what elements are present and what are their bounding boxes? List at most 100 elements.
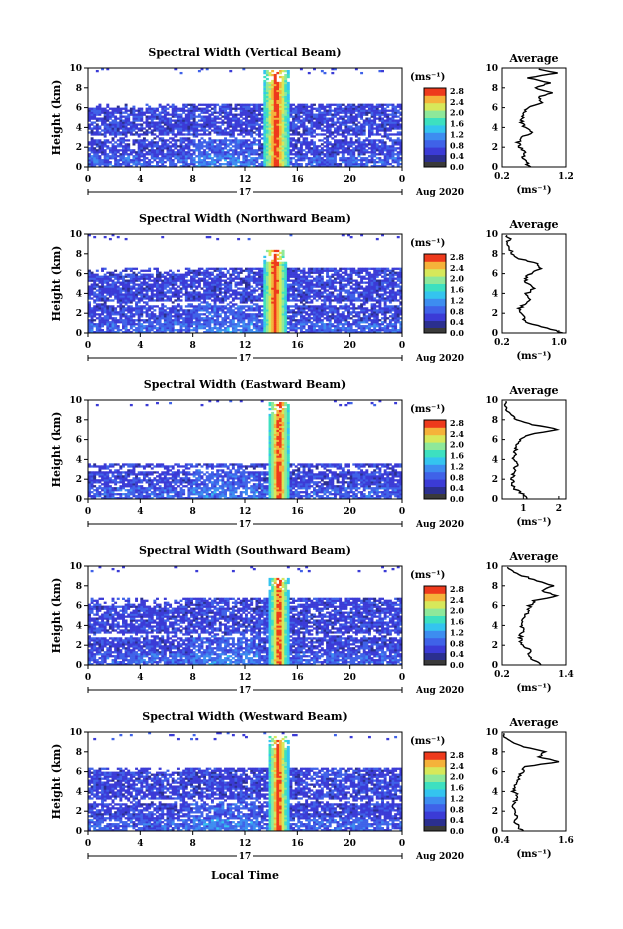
heatmap-cell	[367, 119, 371, 122]
heatmap-cell	[208, 137, 212, 140]
heatmap-cell	[328, 141, 332, 144]
heatmap-cell	[396, 137, 400, 140]
heatmap-cell	[103, 315, 107, 318]
heatmap-cell	[273, 85, 277, 89]
heatmap-cell	[247, 149, 251, 152]
heatmap-cell	[299, 133, 303, 136]
heatmap-cell	[247, 299, 251, 302]
heatmap-cell	[242, 321, 246, 324]
heatmap-cell	[190, 269, 193, 272]
heatmap-cell	[231, 277, 235, 280]
heatmap-cell	[142, 283, 146, 286]
heatmap-cell	[148, 285, 152, 288]
heatmap-cell	[255, 161, 259, 164]
heatmap-cell	[140, 285, 144, 288]
heatmap-cell	[171, 151, 175, 154]
heatmap-cell	[203, 269, 207, 272]
heatmap-cell	[145, 311, 149, 314]
heatmap-cell	[192, 165, 196, 168]
heatmap-cell	[111, 325, 115, 328]
heatmap-cell	[166, 285, 170, 288]
heatmap-cell	[98, 285, 102, 288]
heatmap-cell	[302, 123, 306, 126]
heatmap-cell	[313, 161, 316, 164]
heatmap-cell	[242, 145, 246, 148]
heatmap-cell	[106, 315, 110, 318]
heatmap-cell	[221, 147, 225, 150]
heatmap-cell	[245, 267, 248, 270]
heatmap-cell	[184, 145, 188, 148]
heatmap-cell	[284, 157, 288, 160]
heatmap-cell	[197, 147, 201, 150]
heatmap-cell	[375, 145, 379, 148]
heatmap-cell	[239, 331, 243, 334]
heatmap-cell	[111, 151, 115, 154]
heatmap-cell	[367, 141, 371, 144]
heatmap-cell	[122, 163, 125, 166]
heatmap-cell	[391, 139, 395, 142]
heatmap-cell	[218, 281, 222, 284]
heatmap-cell	[142, 305, 146, 308]
heatmap-cell	[135, 119, 139, 122]
heatmap-cell	[124, 293, 128, 296]
heatmap-cell	[326, 137, 330, 140]
heatmap-cell	[184, 133, 188, 136]
heatmap-cell	[116, 293, 120, 296]
heatmap-cell	[242, 141, 246, 144]
heatmap-cell	[252, 281, 256, 284]
heatmap-cell	[250, 297, 254, 300]
heatmap-cell	[184, 105, 188, 108]
heatmap-cell	[344, 161, 348, 164]
heatmap-cell	[190, 149, 193, 152]
heatmap-cell	[163, 271, 167, 274]
heatmap-cell	[276, 119, 280, 122]
heatmap-cell	[328, 105, 332, 108]
heatmap-cell	[255, 119, 259, 122]
heatmap-cell	[187, 317, 191, 320]
heatmap-cell	[216, 307, 220, 310]
heatmap-cell	[163, 319, 167, 322]
heatmap-cell	[127, 311, 131, 314]
heatmap-cell	[148, 305, 152, 308]
heatmap-cell	[255, 133, 259, 136]
heatmap-cell	[375, 157, 379, 160]
heatmap-cell	[200, 147, 204, 150]
heatmap-cell	[195, 149, 199, 152]
heatmap-cell	[218, 329, 222, 332]
heatmap-cell	[163, 321, 167, 324]
heatmap-cell	[156, 163, 159, 166]
heatmap-cell	[88, 141, 91, 144]
heatmap-cell	[192, 289, 196, 292]
heatmap-cell	[229, 129, 233, 132]
heatmap-cell	[370, 141, 374, 144]
heatmap-cell	[352, 157, 356, 160]
heatmap-cell	[341, 131, 345, 134]
heatmap-cell	[171, 133, 175, 136]
heatmap-cell	[213, 309, 217, 312]
heatmap-cell	[148, 295, 152, 298]
heatmap-cell	[234, 307, 238, 310]
heatmap-cell	[237, 325, 241, 328]
heatmap-cell	[318, 133, 322, 136]
heatmap-cell	[169, 313, 173, 316]
heatmap-cell	[297, 165, 301, 168]
heatmap-cell	[396, 119, 400, 122]
heatmap-cell	[281, 129, 285, 132]
heatmap-cell	[190, 323, 193, 326]
heatmap-cell	[116, 123, 120, 126]
heatmap-cell	[310, 149, 314, 152]
heatmap-cell	[381, 145, 384, 148]
heatmap-cell	[111, 143, 115, 146]
heatmap-cell	[98, 309, 102, 312]
heatmap-cell	[242, 281, 246, 284]
heatmap-cell	[158, 331, 162, 334]
heatmap-cell	[284, 69, 288, 73]
heatmap-cell	[245, 301, 248, 304]
heatmap-cell	[213, 325, 217, 328]
heatmap-cell	[124, 281, 128, 284]
heatmap-cell	[237, 145, 241, 148]
heatmap-cell	[88, 161, 91, 164]
heatmap-cell	[171, 159, 175, 162]
heatmap-cell	[93, 293, 97, 296]
heatmap-cell	[169, 121, 173, 124]
